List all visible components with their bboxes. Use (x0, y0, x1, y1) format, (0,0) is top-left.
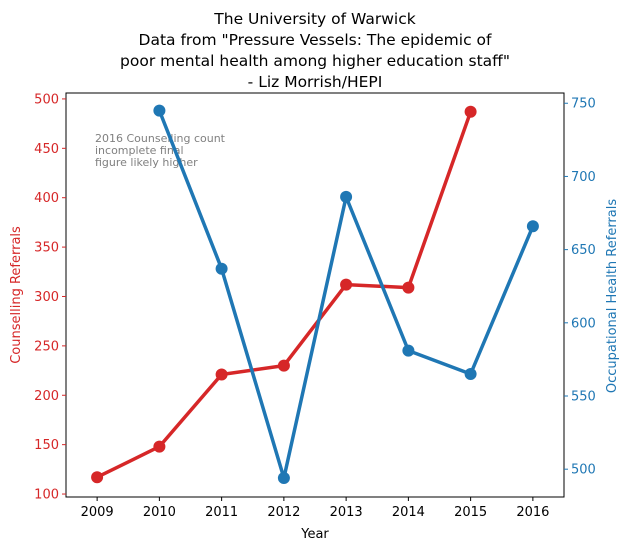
x-tick-label: 2009 (81, 505, 114, 520)
series-1-point (215, 368, 228, 381)
left-tick-label: 150 (34, 438, 59, 453)
left-tick-label: 100 (34, 488, 59, 503)
annotation-note: 2016 Counselling count incomplete final … (95, 132, 226, 169)
series-2-point (277, 472, 290, 484)
x-tick-label: 2011 (205, 505, 238, 520)
right-tick-label: 650 (571, 243, 596, 258)
left-tick-label: 350 (34, 241, 59, 256)
x-tick-label: 2015 (454, 505, 487, 520)
x-tick-label: 2012 (267, 505, 300, 520)
x-tick-label: 2014 (392, 505, 425, 520)
series-1-point (91, 471, 104, 484)
right-tick-label: 700 (571, 170, 596, 185)
x-axis: 2009 2010 2011 2012 2013 2014 2015 2016 (81, 497, 549, 520)
title-line-1: The University of Warwick (213, 10, 415, 28)
title-line-2: Data from "Pressure Vessels: The epidemi… (139, 31, 492, 49)
title-line-4: - Liz Morrish/HEPI (248, 73, 383, 91)
right-tick-label: 750 (571, 97, 596, 112)
x-tick-label: 2010 (143, 505, 176, 520)
right-tick-label: 550 (571, 390, 596, 405)
series-2-point (340, 190, 353, 203)
chart-title: The University of Warwick Data from "Pre… (120, 10, 510, 91)
right-y-axis: 500 550 600 650 700 750 (564, 97, 596, 478)
right-tick-label: 500 (571, 463, 596, 478)
series-layer (91, 104, 539, 484)
x-axis-label: Year (300, 527, 329, 542)
annotation-line-2: incomplete final (95, 144, 184, 157)
series-1-point (340, 278, 353, 291)
right-y-axis-label: Occupational Health Referrals (605, 199, 620, 393)
annotation-line-3: figure likely higher (95, 156, 198, 169)
right-tick-label: 600 (571, 316, 596, 331)
left-tick-label: 500 (34, 92, 59, 107)
series-1-point (277, 359, 290, 372)
x-tick-label: 2016 (516, 505, 549, 520)
series-1-point (464, 105, 477, 118)
left-y-axis-label: Counselling Referrals (9, 226, 24, 364)
annotation-line-1: 2016 Counselling count (95, 132, 226, 145)
left-tick-label: 200 (34, 389, 59, 404)
left-y-axis: 100 150 200 250 300 350 400 450 500 (34, 92, 67, 503)
left-tick-label: 450 (34, 142, 59, 157)
series-2-point (526, 220, 539, 233)
series-1-point (153, 440, 166, 453)
series-line-2 (157, 108, 535, 480)
series-2-point (464, 368, 477, 380)
series-2-point (402, 344, 415, 357)
left-tick-label: 300 (34, 290, 59, 305)
series-2-point (215, 262, 228, 275)
left-tick-label: 250 (34, 339, 59, 354)
left-tick-label: 400 (34, 191, 59, 206)
title-line-3: poor mental health among higher educatio… (120, 52, 510, 70)
series-1-point (402, 281, 415, 294)
x-tick-label: 2013 (330, 505, 363, 520)
series-2-point (153, 104, 166, 117)
